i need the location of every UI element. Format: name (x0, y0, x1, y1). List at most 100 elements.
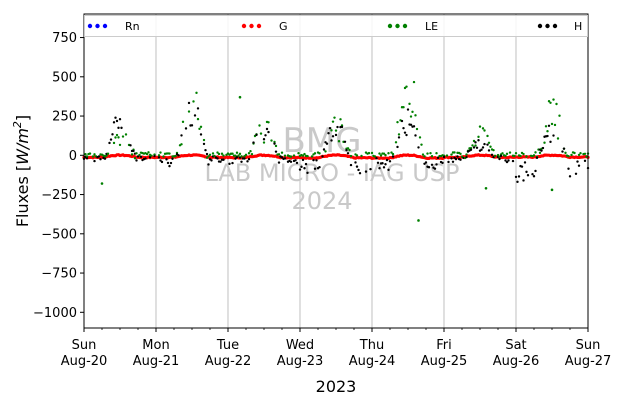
point-le (259, 132, 263, 135)
legend-marker (552, 23, 558, 29)
point-h (406, 108, 410, 111)
point-h (402, 126, 405, 130)
point-h (514, 175, 518, 179)
point-h (322, 148, 326, 151)
point-le (493, 154, 497, 158)
legend-label: LE (425, 20, 438, 33)
point-h (577, 164, 581, 167)
point-h (144, 157, 147, 160)
point-le (339, 118, 342, 121)
point-h (427, 166, 431, 169)
point-le (555, 102, 558, 106)
point-le (220, 152, 224, 155)
point-h (289, 160, 293, 163)
point-le (360, 154, 363, 158)
x-axis: SunAug-20MonAug-21TueAug-22WedAug-23ThuA… (61, 328, 611, 369)
point-le (157, 154, 161, 157)
point-h (346, 152, 350, 155)
point-le (534, 151, 537, 154)
point-le (85, 155, 89, 158)
point-h (240, 160, 243, 163)
point-le (91, 155, 95, 158)
point-h (262, 138, 266, 141)
point-h (246, 160, 249, 163)
y-tick-label: −250 (41, 188, 77, 203)
point-le (303, 152, 306, 156)
point-le (373, 155, 377, 158)
legend-marker (102, 23, 108, 29)
point-h (378, 167, 381, 170)
legend-label: G (279, 20, 288, 33)
point-h (219, 160, 222, 163)
point-le (552, 98, 555, 101)
point-h (583, 159, 587, 163)
point-h (196, 107, 200, 110)
point-h (469, 148, 473, 151)
point-h (417, 146, 420, 149)
point-h (109, 138, 113, 141)
point-le (337, 140, 341, 143)
point-h (117, 126, 120, 130)
x-axis-title: 2023 (316, 377, 357, 396)
point-le (409, 115, 413, 118)
point-h (318, 165, 321, 169)
point-h (424, 161, 428, 164)
point-h (357, 168, 360, 172)
point-le (412, 80, 416, 84)
point-le (379, 154, 383, 157)
point-le (550, 122, 554, 126)
point-h (343, 140, 347, 144)
point-le (348, 148, 351, 152)
point-h (334, 133, 338, 137)
point-h (330, 139, 333, 142)
point-h (97, 155, 101, 158)
point-h (436, 156, 440, 160)
point-le (333, 116, 336, 119)
point-le (426, 152, 429, 155)
point-h (252, 141, 255, 144)
point-le (430, 154, 434, 158)
point-le (205, 156, 209, 159)
point-h (387, 168, 390, 172)
point-le (199, 125, 203, 129)
point-h (325, 142, 329, 145)
point-le (435, 152, 438, 155)
point-h (202, 142, 206, 146)
point-le (420, 143, 423, 146)
y-axis: 750 500 250 0 −250 −500 −750 −1000 (33, 31, 84, 321)
point-le (489, 145, 492, 148)
point-h (171, 157, 174, 160)
point-le (273, 140, 276, 144)
point-le (262, 141, 266, 144)
x-tick-date-label: Aug-23 (277, 354, 324, 369)
point-h (490, 153, 494, 156)
point-le (318, 152, 321, 155)
point-le (202, 138, 206, 142)
point-le (481, 127, 485, 130)
point-h (93, 159, 96, 163)
point-le-outlier (417, 219, 420, 222)
point-le (549, 101, 552, 105)
point-le (397, 133, 401, 136)
legend: Rn G LE H (84, 15, 588, 37)
point-h (552, 134, 555, 137)
y-tick-label: 750 (52, 31, 77, 46)
legend-item-le: LE (387, 20, 438, 33)
point-h (454, 157, 458, 161)
point-h (135, 159, 138, 162)
point-le (240, 155, 243, 158)
point-le (192, 100, 195, 103)
point-h (505, 160, 509, 164)
point-h (313, 167, 317, 170)
x-tick-day-label: Sun (72, 338, 97, 353)
x-tick-day-label: Fri (436, 338, 452, 353)
point-le (324, 150, 327, 153)
point-le (213, 154, 216, 158)
point-h (405, 133, 408, 137)
point-le (573, 151, 576, 155)
point-h (376, 161, 380, 165)
point-h (129, 144, 132, 147)
point-h (231, 161, 234, 165)
point-le (387, 152, 390, 155)
point-le (187, 110, 191, 113)
